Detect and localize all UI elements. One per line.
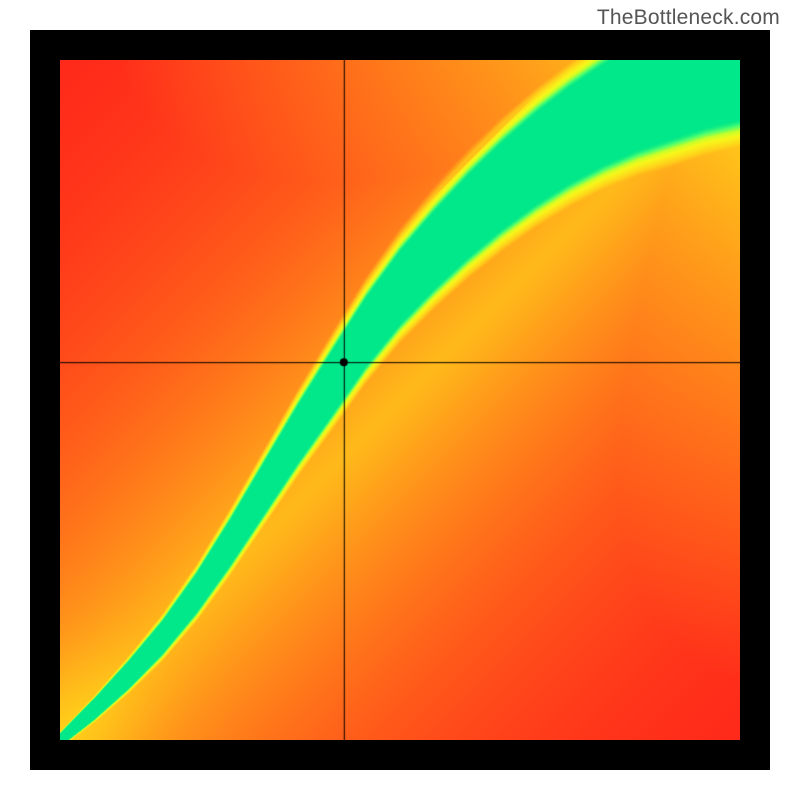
heatmap-canvas [60,60,740,740]
chart-container: TheBottleneck.com [0,0,800,800]
heatmap-plot [30,30,770,770]
watermark-text: TheBottleneck.com [597,6,780,30]
